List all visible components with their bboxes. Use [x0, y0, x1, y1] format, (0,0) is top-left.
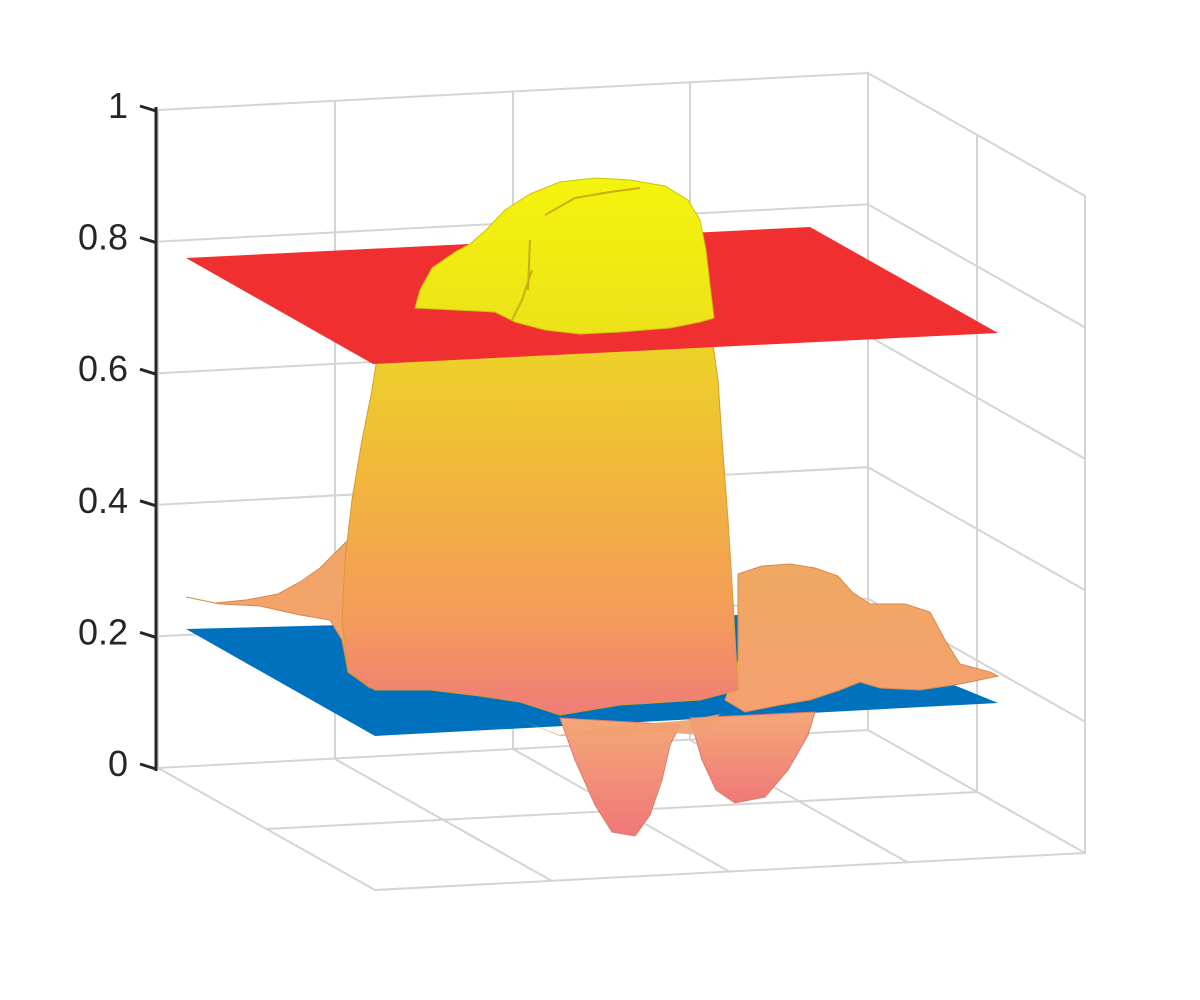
z-tick-label: 0: [108, 743, 128, 784]
z-tick-mark: [139, 630, 157, 639]
z-gridline: [157, 203, 1086, 329]
surface-dips: [520, 711, 816, 837]
z-tick-mark: [139, 367, 157, 376]
z-tick-label: 0.2: [78, 611, 128, 652]
z-axis: 0 0.2 0.4 0.6 0.8 1: [78, 85, 158, 784]
surface-peak-ridge: [511, 187, 641, 321]
surface-peak-cap: [414, 177, 715, 335]
surface-dip-ring: [520, 714, 720, 736]
z-tick-label: 1: [108, 85, 128, 126]
z-tick-label: 0.6: [78, 348, 128, 389]
z-tick-label: 0.4: [78, 480, 128, 521]
surface-right-shoulder: [724, 563, 1000, 713]
z-tick-mark: [139, 762, 157, 771]
z-axis-ticks: 0 0.2 0.4 0.6 0.8 1: [78, 85, 157, 784]
z-tick-mark: [139, 236, 157, 245]
z-tick-mark: [139, 499, 157, 508]
surface-main-body: [341, 337, 739, 716]
z-tick-label: 0.8: [78, 217, 128, 258]
floor-outline: [157, 767, 1086, 892]
z-tick-mark: [139, 104, 157, 113]
surface-dip-left: [559, 717, 681, 837]
surface-dip-right: [689, 711, 816, 804]
